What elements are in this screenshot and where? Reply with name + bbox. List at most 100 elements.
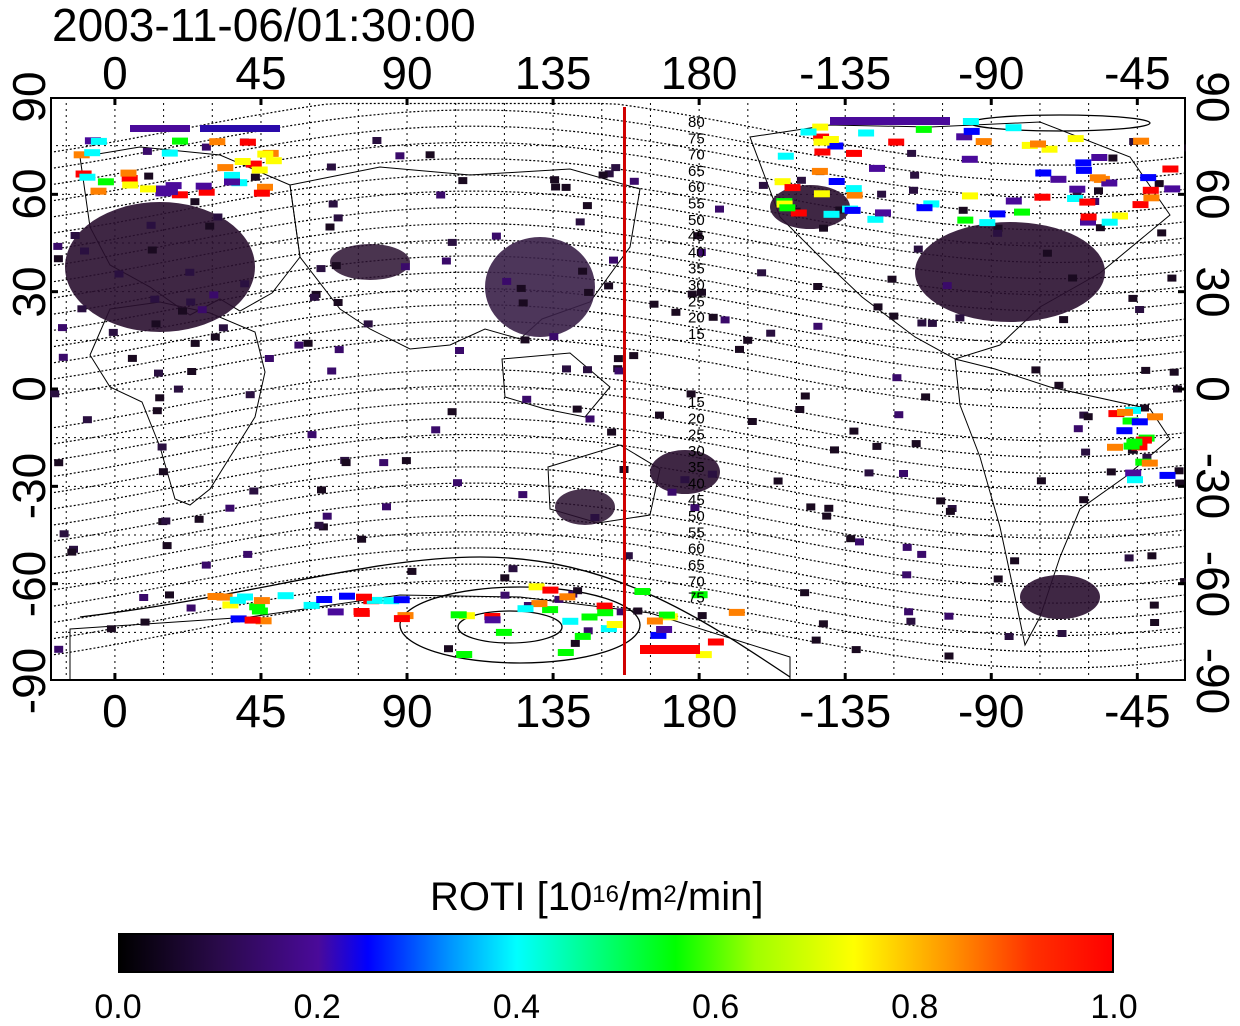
roti-cell-high [200, 125, 280, 132]
roti-cell-high [165, 182, 182, 190]
roti-cell [142, 147, 152, 155]
contour-label: 50 [688, 212, 705, 229]
roti-cell [157, 443, 167, 451]
roti-cell [851, 646, 861, 654]
roti-cell [846, 535, 856, 543]
roti-cell-high [1131, 418, 1148, 426]
roti-cell-high [691, 591, 708, 599]
coastline [954, 358, 1171, 647]
roti-cell [944, 652, 954, 660]
mlat-contour [50, 125, 1186, 199]
roti-cell [508, 565, 518, 573]
roti-cell [502, 277, 512, 285]
roti-cell-high [813, 190, 830, 198]
roti-cell [1094, 187, 1103, 195]
roti-cell-high [1117, 408, 1133, 416]
roti-cell-high [646, 617, 663, 625]
roti-cell [201, 143, 211, 151]
roti-cell [585, 415, 595, 423]
roti-cell [720, 316, 730, 324]
roti-cell [800, 392, 810, 400]
roti-cell [743, 336, 753, 344]
roti-cell [598, 171, 608, 179]
mlat-contour [50, 449, 1186, 523]
roti-cell [1184, 144, 1186, 152]
roti-cell [945, 507, 955, 515]
roti-cell-high [823, 210, 840, 218]
contour-label: 15 [688, 394, 705, 411]
colorbar [118, 933, 1114, 973]
contour-label: 70 [688, 147, 705, 164]
roti-cell-high [224, 178, 240, 186]
mlat-contour [50, 482, 1186, 556]
roti-cell-high [249, 603, 266, 611]
lat-tick-label: 60 [1187, 168, 1239, 220]
roti-cell [518, 299, 528, 307]
contour-label: 25 [688, 293, 705, 310]
roti-cell-high [962, 192, 978, 200]
contour-label: 30 [688, 277, 705, 294]
roti-cell-high [393, 596, 410, 604]
roti-cell-high [393, 615, 410, 623]
roti-cell-high [130, 125, 190, 132]
roti-cell [1095, 224, 1105, 232]
roti-cell [1135, 306, 1145, 313]
roti-cell-high [450, 611, 467, 619]
roti-cell [696, 249, 706, 256]
roti-cell-high [484, 616, 501, 624]
mlat-contour [50, 303, 1186, 377]
roti-cell [766, 329, 776, 337]
roti-cell [108, 328, 118, 336]
mlat-contour [50, 498, 1186, 572]
roti-cell [655, 411, 664, 419]
roti-cell [573, 587, 583, 595]
roti-cell [1054, 381, 1064, 389]
mlat-contour [50, 385, 1186, 458]
roti-cell-high [1080, 213, 1097, 221]
roti-cell [911, 440, 921, 448]
roti-cell-high [339, 592, 355, 600]
roti-cell-high [73, 151, 90, 159]
roti-cell [818, 620, 828, 628]
roti-cell [154, 369, 163, 377]
roti-cell [611, 164, 621, 172]
roti-cell-high [776, 200, 793, 208]
roti-cell-high [155, 189, 172, 197]
roti-cell [1083, 413, 1093, 421]
roti-cell-high [1143, 194, 1160, 202]
roti-patch-europe [65, 202, 255, 332]
roti-cell-high [383, 597, 400, 605]
roti-cell-high [707, 638, 724, 646]
roti-cell [813, 283, 823, 290]
roti-cell [139, 594, 149, 601]
roti-cell-high [600, 625, 617, 633]
roti-cell [906, 617, 916, 625]
roti-cell-high [658, 611, 675, 619]
roti-cell-high [1108, 410, 1125, 418]
roti-cell [614, 367, 624, 375]
roti-cell [455, 347, 464, 354]
roti-cell-high [774, 178, 791, 186]
lon-tick-label: 90 [381, 685, 433, 737]
roti-cell-high [172, 137, 188, 145]
roti-cell [491, 232, 501, 240]
roti-cell-high [1135, 436, 1152, 444]
roti-cell [936, 497, 946, 505]
roti-cell [225, 504, 235, 512]
roti-cell [773, 477, 783, 485]
roti-cell-high [1162, 165, 1179, 173]
contour-label: 80 [688, 114, 705, 131]
roti-cell [1141, 366, 1151, 374]
roti-cell-high [1142, 186, 1159, 194]
roti-cell-high [790, 209, 807, 217]
roti-cell [578, 267, 588, 275]
roti-cell [218, 324, 228, 332]
roti-cell-high [1101, 218, 1118, 226]
roti-cell [1147, 552, 1157, 560]
roti-cell-high [828, 178, 845, 185]
roti-cell [629, 177, 639, 185]
roti-cell [382, 503, 391, 511]
roti-cell [197, 306, 207, 314]
roti-cell [114, 270, 124, 278]
roti-patch-north-america [915, 222, 1105, 322]
